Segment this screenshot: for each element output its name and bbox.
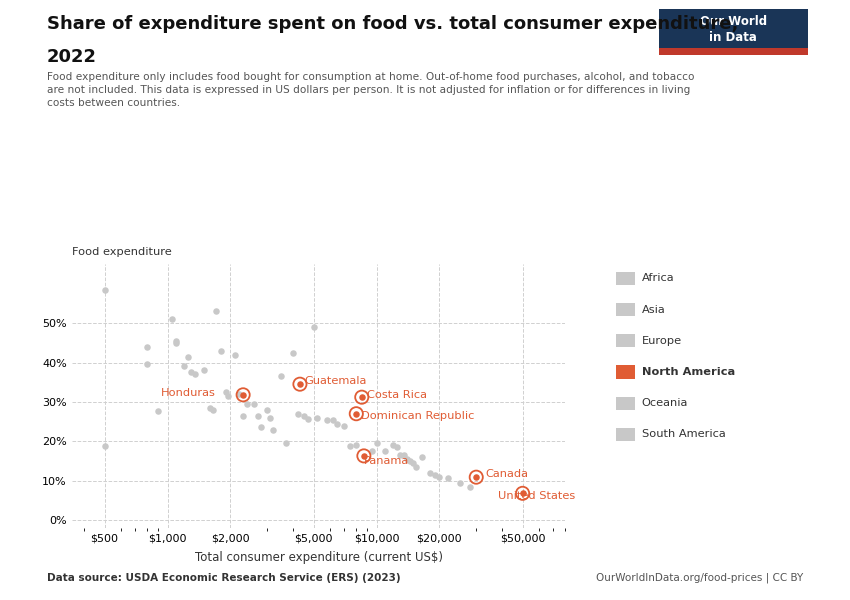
Text: Africa: Africa — [642, 274, 674, 283]
Point — [264, 413, 277, 422]
Point — [406, 458, 420, 468]
Point — [140, 342, 154, 352]
Point — [326, 415, 340, 424]
Text: Asia: Asia — [642, 305, 666, 314]
Text: South America: South America — [642, 430, 726, 439]
Point — [178, 362, 191, 371]
Point — [169, 336, 183, 346]
Text: Food expenditure only includes food bought for consumption at home. Out-of-home : Food expenditure only includes food boug… — [47, 72, 694, 109]
Text: OurWorldInData.org/food-prices | CC BY: OurWorldInData.org/food-prices | CC BY — [596, 572, 803, 583]
Text: Costa Rica: Costa Rica — [367, 390, 427, 400]
Point — [254, 422, 268, 431]
Text: Panama: Panama — [364, 456, 409, 466]
Point — [320, 416, 334, 425]
Point — [181, 352, 195, 361]
Point — [98, 441, 111, 451]
Point — [197, 365, 211, 375]
Text: Dominican Republic: Dominican Republic — [360, 411, 474, 421]
Point — [415, 452, 428, 462]
Point — [184, 368, 198, 377]
Point — [260, 405, 274, 415]
Point — [251, 411, 264, 421]
Point — [386, 440, 400, 450]
Point — [298, 411, 311, 421]
Point — [247, 399, 261, 409]
Point — [349, 440, 363, 450]
Text: Food expenditure: Food expenditure — [72, 247, 172, 257]
Point — [355, 392, 369, 402]
Point — [469, 472, 483, 482]
Point — [307, 322, 320, 332]
Point — [441, 473, 455, 482]
Point — [357, 451, 371, 461]
Point — [221, 391, 235, 401]
Point — [378, 446, 392, 456]
Point — [410, 462, 423, 472]
Point — [203, 403, 217, 413]
Point — [355, 392, 369, 402]
Point — [428, 470, 441, 479]
Text: Oceania: Oceania — [642, 398, 688, 408]
Text: Our World: Our World — [700, 15, 767, 28]
Point — [349, 409, 363, 419]
Point — [357, 451, 371, 461]
Point — [266, 425, 280, 435]
Text: Data source: USDA Economic Research Service (ERS) (2023): Data source: USDA Economic Research Serv… — [47, 573, 400, 583]
Text: Guatemala: Guatemala — [304, 376, 366, 386]
Point — [169, 338, 183, 347]
Point — [280, 439, 293, 448]
Text: Canada: Canada — [484, 469, 528, 479]
Point — [236, 390, 250, 400]
Point — [293, 379, 307, 389]
Point — [453, 478, 467, 487]
Point — [331, 419, 344, 428]
Point — [516, 488, 530, 498]
Point — [214, 346, 228, 355]
Point — [349, 409, 363, 419]
Point — [433, 472, 446, 482]
Point — [275, 371, 288, 381]
Point — [293, 379, 307, 389]
Point — [140, 359, 154, 369]
Point — [394, 451, 407, 460]
Point — [286, 348, 300, 358]
Point — [337, 421, 351, 430]
Text: North America: North America — [642, 367, 735, 377]
Text: Share of expenditure spent on food vs. total consumer expenditure,: Share of expenditure spent on food vs. t… — [47, 15, 738, 33]
Point — [207, 405, 220, 415]
Point — [151, 406, 165, 415]
Point — [228, 350, 241, 359]
Point — [219, 387, 233, 397]
Point — [463, 482, 477, 491]
Point — [291, 409, 304, 419]
Point — [236, 390, 250, 400]
Point — [397, 451, 411, 460]
X-axis label: Total consumer expenditure (current US$): Total consumer expenditure (current US$) — [195, 551, 443, 563]
Point — [209, 307, 223, 316]
Text: 2022: 2022 — [47, 48, 97, 66]
Point — [423, 468, 437, 478]
Point — [390, 442, 404, 452]
Text: in Data: in Data — [709, 31, 757, 44]
Point — [98, 285, 111, 295]
Text: Europe: Europe — [642, 336, 682, 346]
Text: Honduras: Honduras — [161, 388, 216, 398]
Point — [241, 399, 254, 409]
Point — [343, 441, 357, 451]
Point — [365, 446, 378, 456]
Point — [236, 411, 250, 421]
Point — [400, 454, 414, 464]
Text: United States: United States — [498, 491, 575, 502]
Point — [516, 488, 530, 498]
Point — [165, 314, 178, 324]
Point — [404, 456, 417, 466]
Point — [469, 472, 483, 482]
Point — [301, 415, 314, 424]
Point — [232, 389, 246, 399]
Point — [188, 370, 201, 379]
Point — [370, 439, 383, 448]
Point — [310, 413, 324, 423]
